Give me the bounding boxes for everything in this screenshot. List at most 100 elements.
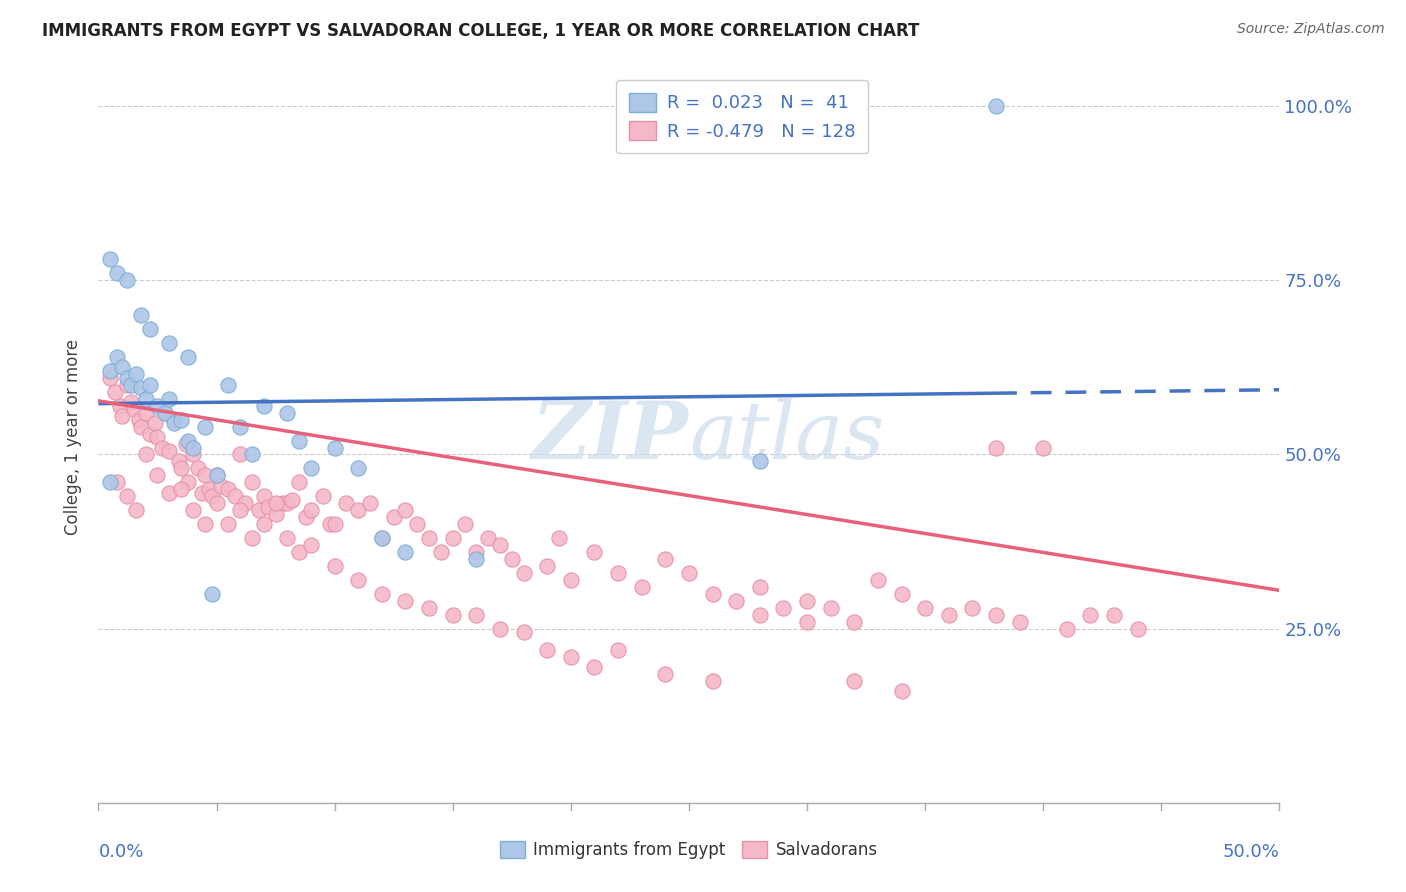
- Point: [288, 475, 311, 490]
- Point: [191, 485, 214, 500]
- Point: [796, 594, 818, 608]
- Point: [1102, 607, 1125, 622]
- Point: [406, 517, 429, 532]
- Point: [382, 510, 405, 524]
- Point: [560, 573, 582, 587]
- Point: [115, 489, 138, 503]
- Point: [139, 377, 162, 392]
- Point: [299, 461, 322, 475]
- Point: [170, 483, 193, 497]
- Point: [129, 419, 152, 434]
- Point: [146, 468, 169, 483]
- Point: [938, 607, 960, 622]
- Point: [678, 566, 700, 580]
- Point: [477, 531, 499, 545]
- Point: [217, 517, 239, 532]
- Text: atlas: atlas: [689, 399, 884, 475]
- Point: [205, 496, 228, 510]
- Point: [108, 399, 131, 413]
- Point: [844, 615, 866, 629]
- Point: [394, 545, 416, 559]
- Point: [240, 475, 263, 490]
- Point: [347, 503, 370, 517]
- Point: [371, 531, 394, 545]
- Point: [276, 406, 298, 420]
- Point: [105, 350, 128, 364]
- Point: [163, 416, 186, 430]
- Point: [139, 322, 162, 336]
- Point: [394, 594, 416, 608]
- Point: [465, 607, 488, 622]
- Point: [465, 545, 488, 559]
- Point: [323, 441, 346, 455]
- Point: [914, 600, 936, 615]
- Point: [177, 475, 200, 490]
- Point: [371, 531, 394, 545]
- Point: [98, 364, 121, 378]
- Point: [347, 461, 370, 475]
- Point: [772, 600, 794, 615]
- Point: [150, 441, 173, 455]
- Point: [288, 434, 311, 448]
- Point: [536, 642, 558, 657]
- Point: [1126, 622, 1149, 636]
- Point: [170, 461, 193, 475]
- Point: [1032, 441, 1054, 455]
- Point: [146, 399, 169, 413]
- Point: [125, 368, 148, 382]
- Point: [295, 510, 318, 524]
- Point: [536, 558, 558, 573]
- Point: [359, 496, 381, 510]
- Point: [630, 580, 652, 594]
- Point: [194, 517, 217, 532]
- Point: [890, 684, 912, 698]
- Point: [146, 430, 169, 444]
- Point: [98, 252, 121, 267]
- Point: [217, 377, 239, 392]
- Point: [143, 416, 166, 430]
- Point: [654, 552, 676, 566]
- Point: [844, 673, 866, 688]
- Point: [583, 660, 606, 674]
- Point: [224, 489, 246, 503]
- Point: [501, 552, 523, 566]
- Point: [984, 441, 1007, 455]
- Point: [122, 402, 145, 417]
- Point: [748, 607, 770, 622]
- Point: [105, 475, 128, 490]
- Point: [153, 406, 176, 420]
- Point: [347, 573, 370, 587]
- Point: [453, 517, 475, 532]
- Point: [187, 461, 209, 475]
- Point: [430, 545, 453, 559]
- Point: [264, 496, 287, 510]
- Point: [177, 434, 200, 448]
- Point: [174, 437, 197, 451]
- Point: [512, 625, 534, 640]
- Point: [104, 384, 127, 399]
- Point: [288, 545, 311, 559]
- Point: [111, 360, 134, 375]
- Point: [247, 503, 270, 517]
- Point: [441, 607, 464, 622]
- Point: [962, 600, 984, 615]
- Point: [654, 667, 676, 681]
- Point: [181, 441, 204, 455]
- Point: [253, 399, 276, 413]
- Point: [240, 531, 263, 545]
- Point: [217, 483, 239, 497]
- Point: [177, 350, 200, 364]
- Text: ZIP: ZIP: [531, 399, 689, 475]
- Point: [441, 531, 464, 545]
- Point: [135, 448, 157, 462]
- Point: [253, 489, 276, 503]
- Point: [607, 642, 630, 657]
- Point: [201, 489, 224, 503]
- Text: IMMIGRANTS FROM EGYPT VS SALVADORAN COLLEGE, 1 YEAR OR MORE CORRELATION CHART: IMMIGRANTS FROM EGYPT VS SALVADORAN COLL…: [42, 22, 920, 40]
- Point: [984, 99, 1007, 113]
- Point: [548, 531, 571, 545]
- Text: 50.0%: 50.0%: [1223, 843, 1279, 861]
- Point: [319, 517, 342, 532]
- Point: [98, 371, 121, 385]
- Point: [194, 468, 217, 483]
